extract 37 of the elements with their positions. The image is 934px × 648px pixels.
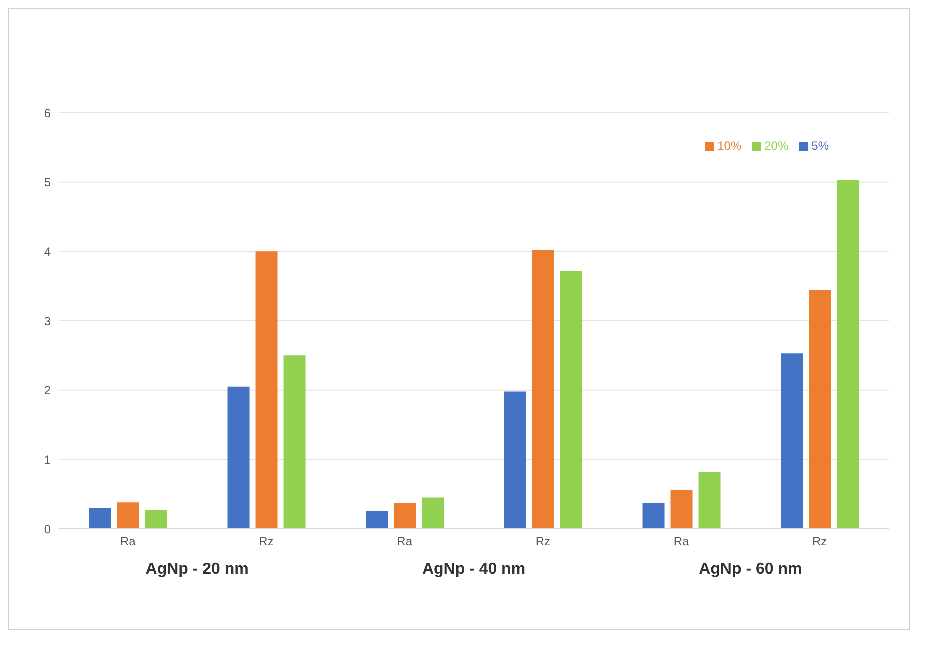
bar (117, 502, 140, 529)
x-tick-label: Rz (812, 534, 828, 549)
legend-label: 5% (812, 139, 829, 153)
bar (394, 503, 416, 529)
bar (809, 290, 832, 529)
text: AgNp - 60 nm (698, 561, 804, 579)
bar (366, 510, 388, 529)
bar (89, 508, 112, 529)
y-tick-label: 1 (44, 452, 52, 467)
legend-label: 10% (718, 139, 742, 153)
bar (781, 354, 804, 529)
x-tick-label: Ra (674, 534, 690, 549)
y-tick-label: 2 (44, 384, 52, 398)
y-tick-label: 3 (44, 314, 52, 328)
y-tick-label: 5 (44, 176, 52, 190)
bar (256, 252, 278, 529)
bar (422, 498, 444, 529)
x-tick-label: Ra (120, 534, 136, 549)
bar (560, 271, 582, 529)
x-tick-label: Ra (397, 534, 413, 549)
legend-label: 20% (764, 139, 789, 153)
bar (670, 490, 693, 529)
bar (145, 510, 168, 529)
bar (228, 386, 250, 529)
text: AgNp - 40 nm (421, 561, 527, 579)
bar (698, 472, 721, 529)
y-tick-label: 6 (44, 106, 52, 120)
bar (532, 250, 554, 529)
bar (284, 356, 306, 529)
x-tick-label: Rz (536, 534, 551, 549)
bar (504, 392, 526, 529)
bar (642, 503, 665, 529)
y-tick-label: 0 (44, 522, 52, 536)
y-tick-label: 4 (44, 244, 52, 259)
x-tick-label: Rz (259, 534, 274, 549)
bar (837, 180, 860, 529)
text: AgNp - 20 nm (144, 561, 250, 579)
